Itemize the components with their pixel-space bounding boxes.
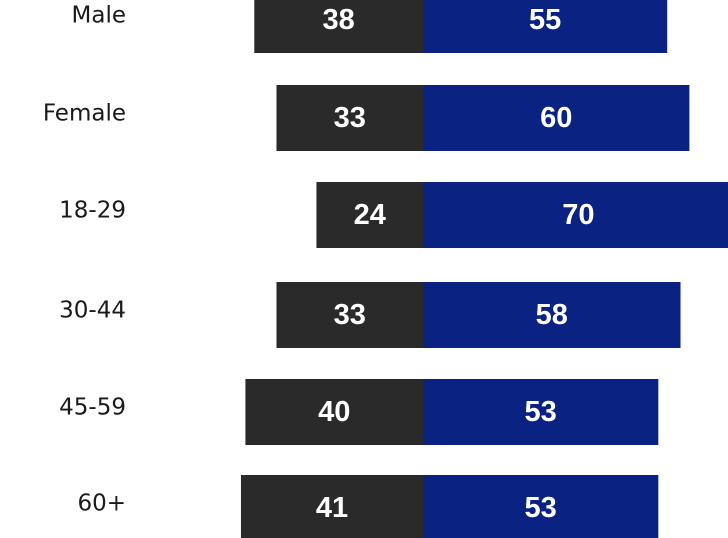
bar (423, 475, 659, 538)
category-label: Male (72, 3, 126, 29)
category-label: 60+ (77, 491, 126, 517)
bar (240, 475, 423, 538)
value-label: 41 (316, 492, 348, 524)
value-label: 70 (562, 199, 594, 231)
bar (423, 182, 728, 248)
category-label: Female (43, 101, 126, 127)
bar (254, 0, 423, 53)
value-label: 53 (525, 396, 557, 428)
value-label: 53 (525, 492, 557, 524)
value-label: 38 (323, 4, 355, 36)
bar (423, 379, 659, 445)
value-label: 55 (529, 4, 561, 36)
value-label: 33 (334, 102, 366, 134)
bar (245, 379, 423, 445)
value-label: 40 (318, 396, 350, 428)
bar (276, 282, 423, 348)
value-label: 58 (536, 299, 568, 331)
category-label: 18-29 (59, 198, 126, 224)
bar (423, 282, 681, 348)
value-label: 33 (334, 299, 366, 331)
bar (423, 85, 690, 151)
value-label: 24 (354, 199, 386, 231)
bar (276, 85, 423, 151)
category-label: 45-59 (59, 395, 126, 421)
value-label: 60 (540, 102, 572, 134)
category-label: 30-44 (59, 298, 126, 324)
bar (316, 182, 423, 248)
bar (423, 0, 668, 53)
